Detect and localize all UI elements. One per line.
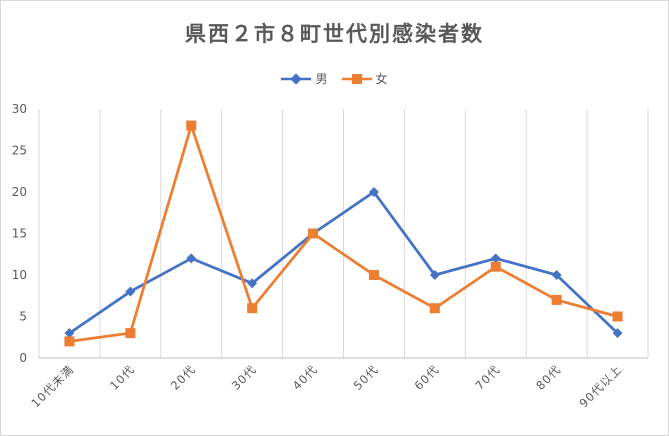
legend-item-female: 女 xyxy=(341,70,388,87)
y-tick-label: 30 xyxy=(12,102,27,116)
legend-item-male: 男 xyxy=(281,70,328,87)
x-tick-label: 70代 xyxy=(472,362,503,393)
data-point-female xyxy=(612,311,623,322)
data-point-female xyxy=(490,261,501,272)
data-point-female xyxy=(429,303,440,314)
data-point-male xyxy=(247,278,258,289)
x-tick-label: 50代 xyxy=(351,362,382,393)
y-tick-label: 0 xyxy=(19,351,27,365)
y-tick-label: 20 xyxy=(12,185,27,199)
x-tick-label: 10代未満 xyxy=(28,362,76,410)
data-point-male xyxy=(369,187,379,197)
y-tick-label: 5 xyxy=(19,310,27,324)
data-point-male xyxy=(551,270,562,280)
data-point-female xyxy=(308,228,319,239)
x-tick-label: 90代以上 xyxy=(576,362,624,410)
chart-title: 県西２市８町世代別感染者数 xyxy=(185,22,484,46)
x-tick-label: 10代 xyxy=(107,362,138,393)
legend-marker-female xyxy=(341,73,372,84)
x-tick-label: 30代 xyxy=(229,362,260,393)
legend: 男 女 xyxy=(0,70,669,87)
x-tick-label: 20代 xyxy=(168,362,199,393)
data-point-female xyxy=(186,120,197,131)
series-line-male xyxy=(68,190,619,335)
data-point-female xyxy=(247,303,258,314)
x-tick-label: 60代 xyxy=(411,362,442,393)
y-tick-label: 15 xyxy=(12,227,27,241)
data-point-male xyxy=(490,253,501,264)
x-tick-label: 40代 xyxy=(290,362,321,393)
data-point-female xyxy=(368,270,379,280)
legend-label-male: 男 xyxy=(315,72,328,86)
y-tick-label: 25 xyxy=(12,144,27,158)
data-point-female xyxy=(551,294,562,305)
data-point-male xyxy=(125,286,136,297)
data-point-male xyxy=(612,328,623,339)
x-tick-label: 80代 xyxy=(533,362,564,393)
data-point-female xyxy=(125,328,136,339)
data-point-female xyxy=(64,336,75,347)
data-point-male xyxy=(429,270,440,280)
series-line-female xyxy=(68,124,619,343)
legend-marker-male xyxy=(281,72,312,85)
legend-label-female: 女 xyxy=(375,72,388,86)
data-point-male xyxy=(186,253,197,264)
y-tick-label: 10 xyxy=(12,268,27,282)
